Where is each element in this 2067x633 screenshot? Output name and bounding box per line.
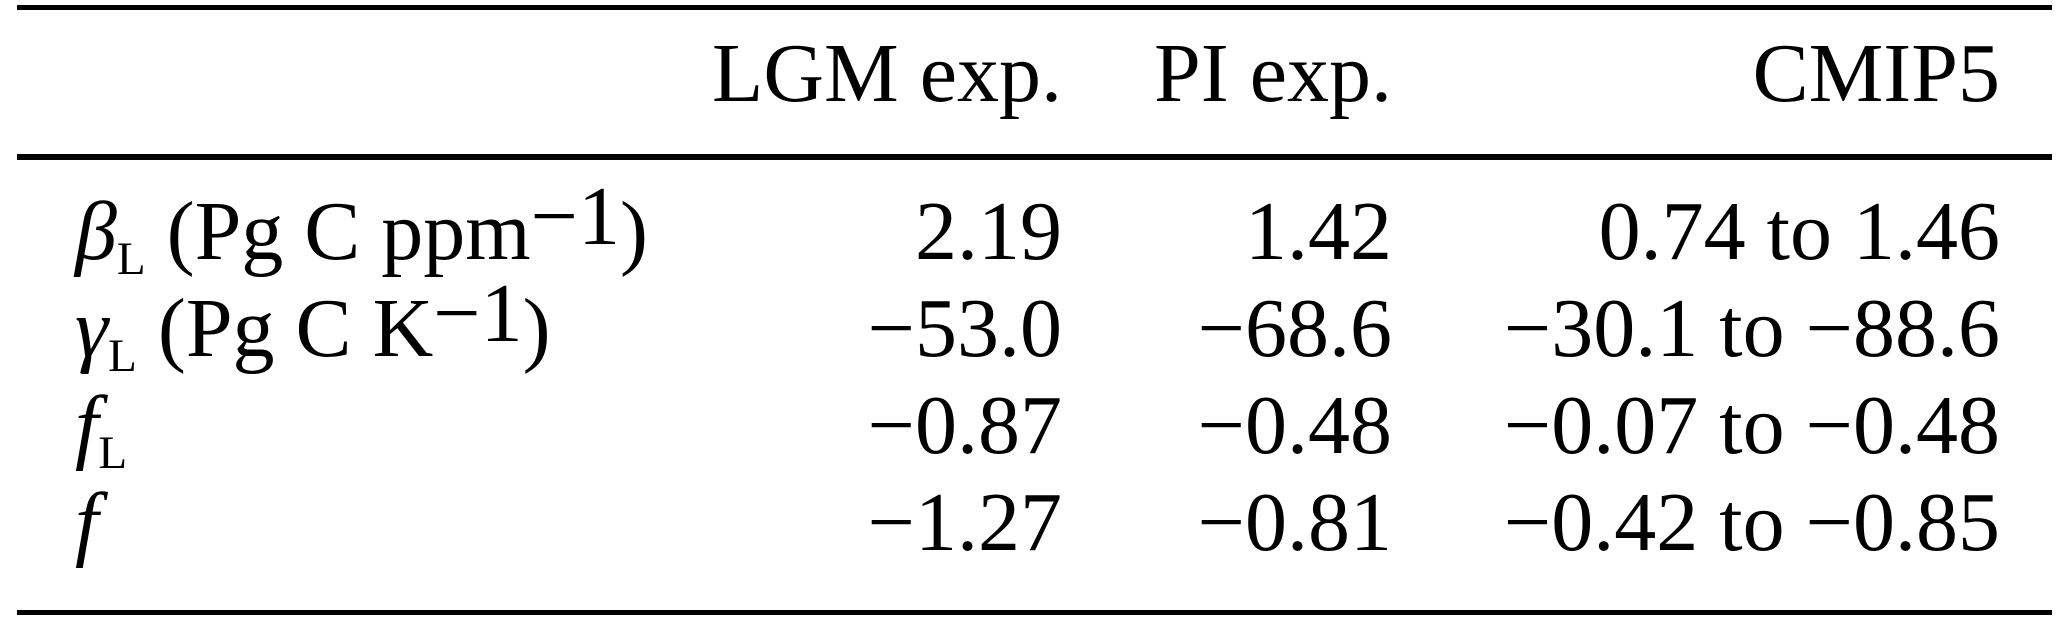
unit-exponent: −1 xyxy=(433,266,523,360)
column-header-pi-exp: PI exp. xyxy=(1154,27,1392,120)
feedback-parameters-table: LGM exp. PI exp. CMIP5 βL (Pg C ppm−1) 2… xyxy=(17,5,2052,615)
column-header-cmip5: CMIP5 xyxy=(1752,27,2000,120)
cell-gamma-cmip5: −30.1 to −88.6 xyxy=(1503,282,2000,375)
unit-close-paren: ) xyxy=(620,185,649,278)
cell-f-cmip5: −0.42 to −0.85 xyxy=(1503,476,2000,569)
body-bottom-spacer xyxy=(17,571,2052,610)
header-divider-rule xyxy=(17,154,2052,160)
cell-gamma-pi: −68.6 xyxy=(1197,282,1392,375)
f-symbol: f xyxy=(75,379,99,472)
subscript-l: L xyxy=(116,233,146,286)
subscript-l: L xyxy=(98,427,128,480)
cell-f-lgm: −1.27 xyxy=(867,476,1062,569)
column-header-lgm-exp: LGM exp. xyxy=(712,27,1062,120)
unit-close-paren: ) xyxy=(522,282,551,375)
row-label-gamma-l: γL (Pg C K−1) xyxy=(17,271,617,379)
f-symbol: f xyxy=(75,476,99,569)
unit-open-paren: ( xyxy=(136,282,186,375)
subscript-l: L xyxy=(108,330,137,383)
gamma-symbol: γ xyxy=(75,282,109,375)
row-label-f-l: fL xyxy=(17,377,617,477)
unit-open-paren: ( xyxy=(145,185,195,278)
cell-fl-pi: −0.48 xyxy=(1197,379,1392,472)
beta-symbol: β xyxy=(75,185,117,278)
column-header-empty xyxy=(17,10,617,154)
cell-gamma-lgm: −53.0 xyxy=(867,282,1062,375)
row-label-beta-l: βL (Pg C ppm−1) xyxy=(17,174,648,282)
unit-exponent: −1 xyxy=(530,169,621,263)
cell-f-pi: −0.81 xyxy=(1197,476,1392,569)
row-label-f: f xyxy=(17,474,617,571)
unit-text: Pg C ppm xyxy=(194,185,531,278)
cell-fl-cmip5: −0.07 to −0.48 xyxy=(1503,379,2000,472)
unit-text: Pg C K xyxy=(185,282,434,375)
cell-beta-cmip5: 0.74 to 1.46 xyxy=(1598,185,2000,278)
body-top-spacer xyxy=(17,160,2052,183)
cell-fl-lgm: −0.87 xyxy=(867,379,1062,472)
cell-beta-lgm: 2.19 xyxy=(915,185,1062,278)
table-grid: LGM exp. PI exp. CMIP5 βL (Pg C ppm−1) 2… xyxy=(17,10,2052,610)
cell-beta-pi: 1.42 xyxy=(1245,185,1392,278)
